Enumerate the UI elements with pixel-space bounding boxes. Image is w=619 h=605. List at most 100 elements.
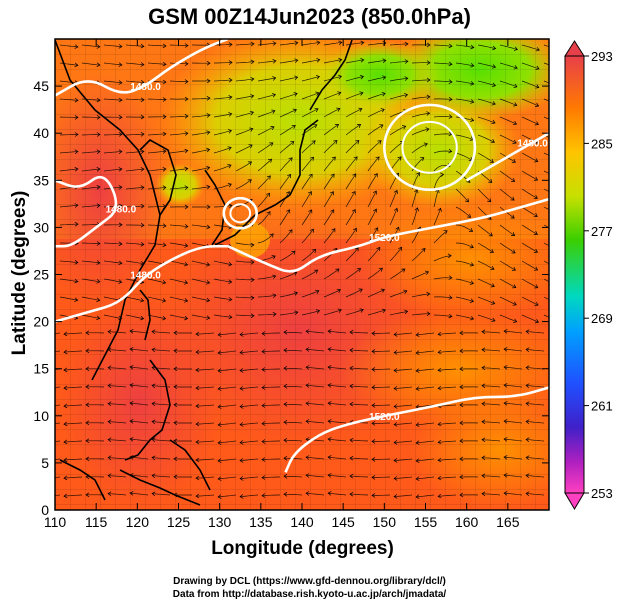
streamline-arrow xyxy=(470,44,475,50)
streamline xyxy=(152,475,171,478)
colorbar-label: 253 xyxy=(591,486,613,501)
streamline xyxy=(213,130,232,136)
streamline xyxy=(499,170,515,182)
streamline xyxy=(108,493,127,496)
streamline-arrow xyxy=(195,367,200,373)
streamline xyxy=(349,331,369,334)
streamline xyxy=(103,168,122,172)
streamline xyxy=(195,494,215,497)
streamline xyxy=(521,98,539,107)
streamline-arrow xyxy=(415,350,420,355)
streamline-arrow xyxy=(173,366,178,372)
streamline xyxy=(389,208,398,226)
streamline-arrow xyxy=(96,115,101,120)
y-tick-label: 15 xyxy=(33,361,49,377)
streamline xyxy=(279,157,293,172)
streamline xyxy=(367,76,386,82)
streamline xyxy=(477,314,496,322)
streamline-arrow xyxy=(381,308,386,314)
streamline-arrow xyxy=(286,209,291,214)
streamline xyxy=(257,94,276,100)
streamline-arrow xyxy=(206,184,211,190)
streamline-arrow xyxy=(288,229,293,234)
streamline xyxy=(411,112,430,118)
streamline-arrow xyxy=(535,65,540,71)
streamline-arrow xyxy=(513,318,518,323)
streamline xyxy=(81,296,100,301)
streamline xyxy=(416,332,435,336)
streamline-arrow xyxy=(305,365,310,370)
streamline-arrow xyxy=(349,347,354,353)
x-axis: 110 115 120 125 130 135 140 145 150 155 160 165 xyxy=(44,39,520,530)
streamline xyxy=(477,242,494,253)
streamline xyxy=(306,420,325,424)
streamline-arrow xyxy=(305,473,310,478)
streamline-arrow xyxy=(217,440,222,445)
streamline xyxy=(345,209,356,226)
streamline-arrow xyxy=(228,279,233,285)
streamline xyxy=(477,188,492,202)
streamline-arrow xyxy=(272,274,277,279)
streamline-arrow xyxy=(217,476,222,481)
streamline-arrow xyxy=(308,209,313,214)
streamline xyxy=(63,440,83,443)
streamline xyxy=(481,331,501,334)
streamline-arrow xyxy=(557,121,561,125)
streamline xyxy=(130,402,149,406)
streamline xyxy=(63,458,83,461)
streamline-arrow xyxy=(63,493,68,499)
streamline-arrow xyxy=(426,311,431,316)
streamline xyxy=(411,313,430,316)
streamline-arrow xyxy=(393,386,398,391)
streamline-arrow xyxy=(228,60,233,65)
streamline xyxy=(499,224,515,236)
streamline-arrow xyxy=(459,474,464,480)
streamline-arrow xyxy=(283,348,288,353)
streamline xyxy=(103,80,122,84)
y-axis-label: Latitude (degrees) xyxy=(9,190,30,356)
streamline-arrow xyxy=(227,129,232,134)
streamline xyxy=(147,224,167,227)
streamline xyxy=(349,475,369,478)
streamline-arrow xyxy=(503,383,508,388)
streamline-arrow xyxy=(331,156,336,161)
streamline-arrow xyxy=(351,190,356,196)
streamline xyxy=(125,133,145,136)
streamline xyxy=(147,62,167,65)
streamline xyxy=(191,260,210,266)
streamline-arrow xyxy=(443,230,448,235)
streamline xyxy=(59,98,78,101)
streamline-arrow xyxy=(184,96,189,102)
streamline-arrow xyxy=(491,82,497,88)
streamline-arrow xyxy=(140,43,145,49)
streamline xyxy=(257,192,270,208)
streamline xyxy=(103,98,123,101)
streamline-arrow xyxy=(63,457,68,463)
streamline-arrow xyxy=(85,420,90,426)
streamline xyxy=(235,314,254,317)
streamline-arrow xyxy=(371,493,376,498)
streamline-arrow xyxy=(217,386,222,391)
streamline xyxy=(63,386,83,389)
streamline-arrow xyxy=(271,255,276,260)
streamline xyxy=(433,296,453,299)
streamline-arrow xyxy=(414,189,419,194)
streamline xyxy=(218,422,237,426)
streamline xyxy=(411,248,426,262)
streamline-arrow xyxy=(118,241,123,247)
streamline-arrow xyxy=(151,473,156,479)
streamline-arrow xyxy=(140,242,145,247)
streamline xyxy=(301,310,320,316)
streamline xyxy=(323,41,342,46)
streamline-arrow xyxy=(206,204,211,210)
streamline-arrow xyxy=(272,293,277,298)
streamline-arrow xyxy=(459,366,464,372)
streamline xyxy=(438,386,457,389)
streamline-arrow xyxy=(305,401,310,406)
streamline xyxy=(147,296,166,302)
streamline-arrow xyxy=(228,77,233,83)
streamline-arrow xyxy=(525,365,530,370)
streamline xyxy=(481,421,501,424)
streamline-arrow xyxy=(557,319,561,323)
streamline xyxy=(433,150,452,154)
